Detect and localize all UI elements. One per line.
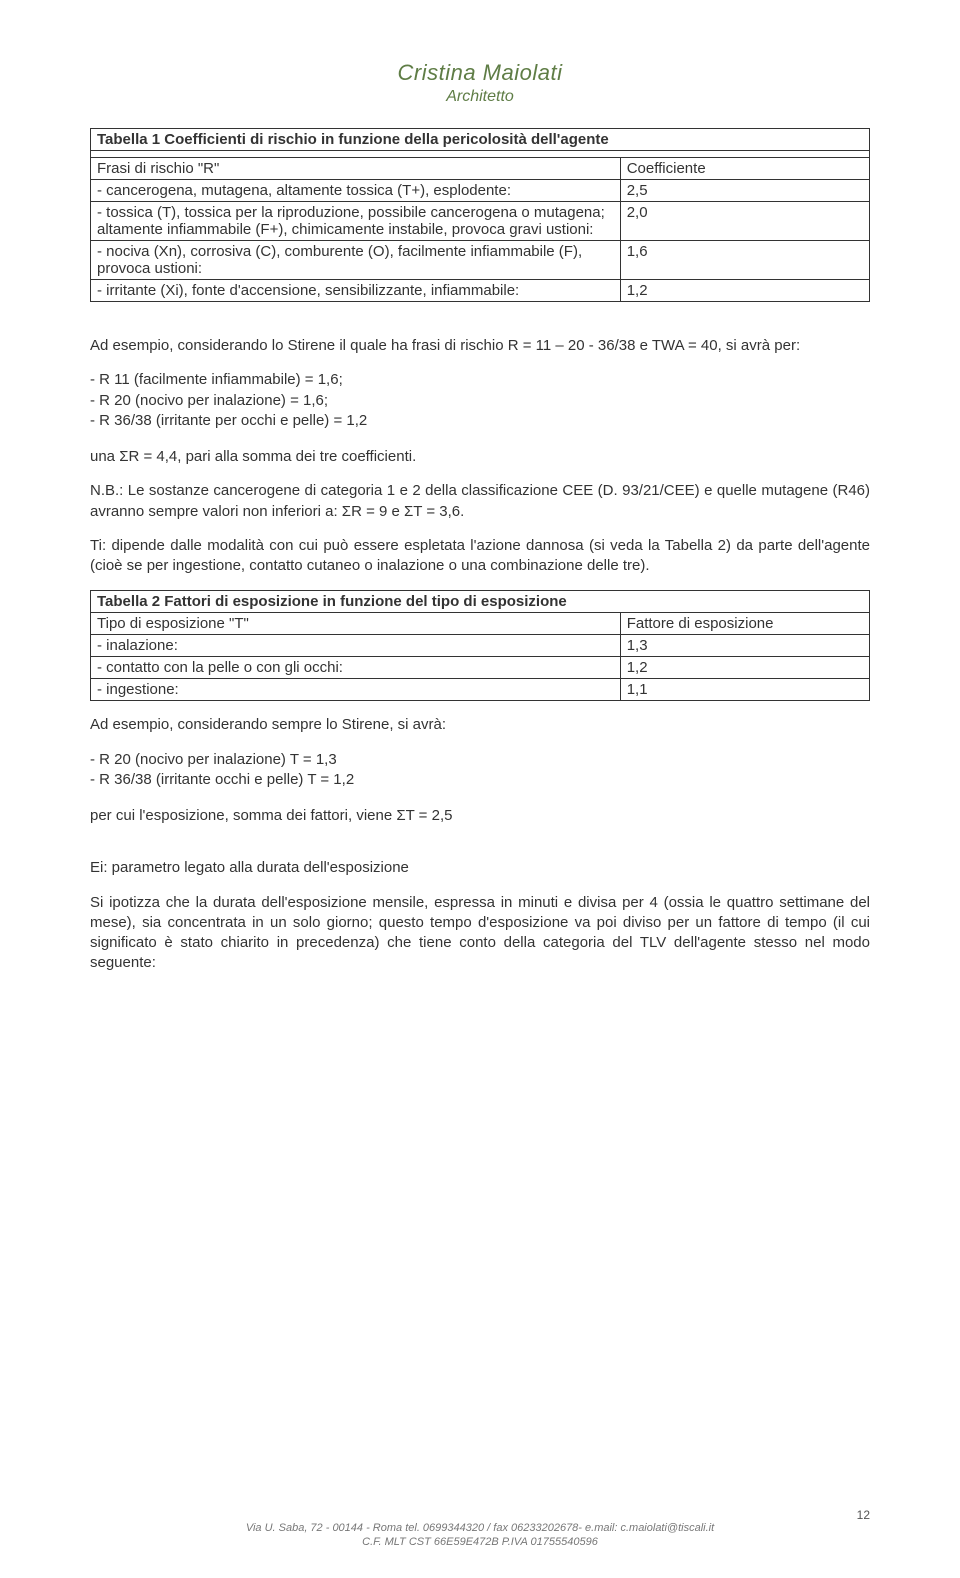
list-item: - R 11 (facilmente infiammabile) = 1,6; [90, 370, 870, 390]
table-2: Tabella 2 Fattori di esposizione in funz… [90, 590, 870, 701]
table-2-row-left: - ingestione: [91, 679, 621, 701]
example-2-list: - R 20 (nocivo per inalazione) T = 1,3 -… [90, 750, 870, 791]
list-item: - R 20 (nocivo per inalazione) T = 1,3 [90, 750, 870, 770]
table-1-row-right: 1,6 [620, 241, 869, 280]
table-1-row-left: - nociva (Xn), corrosiva (C), comburente… [91, 241, 621, 280]
sum-line-2: per cui l'esposizione, somma dei fattori… [90, 806, 870, 826]
list-item: - R 36/38 (irritante occhi e pelle) T = … [90, 770, 870, 790]
table-2-row-right: 1,2 [620, 657, 869, 679]
list-item: - R 20 (nocivo per inalazione) = 1,6; [90, 391, 870, 411]
footer-line-1: Via U. Saba, 72 - 00144 - Roma tel. 0699… [0, 1522, 960, 1534]
nb-paragraph: N.B.: Le sostanze cancerogene di categor… [90, 481, 870, 522]
table-1-header-left: Frasi di rischio "R" [91, 158, 621, 180]
table-1-row-right: 1,2 [620, 280, 869, 302]
sum-line-1: una ΣR = 4,4, pari alla somma dei tre co… [90, 447, 870, 467]
author-name: Cristina Maiolati [90, 60, 870, 86]
example-2-intro: Ad esempio, considerando sempre lo Stire… [90, 715, 870, 735]
table-2-row-left: - inalazione: [91, 635, 621, 657]
table-2-header-left: Tipo di esposizione "T" [91, 613, 621, 635]
ti-paragraph: Ti: dipende dalle modalità con cui può e… [90, 536, 870, 577]
table-1-row-left: - tossica (T), tossica per la riproduzio… [91, 202, 621, 241]
author-role: Architetto [90, 88, 870, 106]
page-header: Cristina Maiolati Architetto [90, 60, 870, 106]
list-item: - R 36/38 (irritante per occhi e pelle) … [90, 411, 870, 431]
table-2-header-right: Fattore di esposizione [620, 613, 869, 635]
table-1-row-left: - irritante (Xi), fonte d'accensione, se… [91, 280, 621, 302]
ei-line: Ei: parametro legato alla durata dell'es… [90, 858, 870, 878]
page-footer: Via U. Saba, 72 - 00144 - Roma tel. 0699… [0, 1522, 960, 1548]
table-1-row-right: 2,5 [620, 180, 869, 202]
table-2-row-right: 1,3 [620, 635, 869, 657]
table-2-row-left: - contatto con la pelle o con gli occhi: [91, 657, 621, 679]
final-paragraph: Si ipotizza che la durata dell'esposizio… [90, 893, 870, 974]
footer-line-2: C.F. MLT CST 66E59E472B P.IVA 0175554059… [0, 1536, 960, 1548]
table-2-caption: Tabella 2 Fattori di esposizione in funz… [91, 591, 870, 613]
table-1-caption: Tabella 1 Coefficienti di rischio in fun… [91, 129, 870, 151]
table-2-row-right: 1,1 [620, 679, 869, 701]
example-1-intro: Ad esempio, considerando lo Stirene il q… [90, 336, 870, 356]
example-1-list: - R 11 (facilmente infiammabile) = 1,6; … [90, 370, 870, 431]
table-1-row-right: 2,0 [620, 202, 869, 241]
table-1-row-left: - cancerogena, mutagena, altamente tossi… [91, 180, 621, 202]
table-1-header-right: Coefficiente [620, 158, 869, 180]
table-1: Tabella 1 Coefficienti di rischio in fun… [90, 128, 870, 302]
page-number: 12 [857, 1508, 870, 1522]
